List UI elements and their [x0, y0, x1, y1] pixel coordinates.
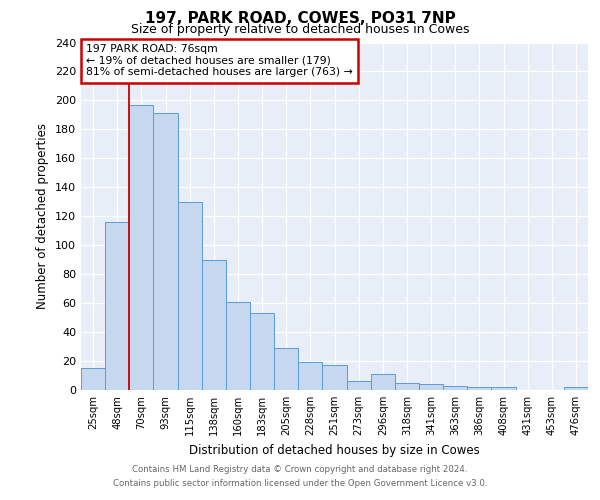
X-axis label: Distribution of detached houses by size in Cowes: Distribution of detached houses by size … [189, 444, 480, 456]
Bar [202, 260, 226, 390]
Bar [371, 374, 395, 390]
Bar [298, 362, 322, 390]
Bar [129, 105, 154, 390]
Bar [250, 314, 274, 390]
Bar [322, 366, 347, 390]
Bar [467, 387, 491, 390]
Bar [105, 222, 129, 390]
Bar [395, 383, 419, 390]
Bar [226, 302, 250, 390]
Bar [274, 348, 298, 390]
Y-axis label: Number of detached properties: Number of detached properties [37, 123, 49, 309]
Bar [154, 114, 178, 390]
Text: 197 PARK ROAD: 76sqm
← 19% of detached houses are smaller (179)
81% of semi-deta: 197 PARK ROAD: 76sqm ← 19% of detached h… [86, 44, 353, 78]
Text: Contains HM Land Registry data © Crown copyright and database right 2024.
Contai: Contains HM Land Registry data © Crown c… [113, 466, 487, 487]
Bar [491, 387, 515, 390]
Bar [443, 386, 467, 390]
Text: Size of property relative to detached houses in Cowes: Size of property relative to detached ho… [131, 22, 469, 36]
Bar [347, 382, 371, 390]
Text: 197, PARK ROAD, COWES, PO31 7NP: 197, PARK ROAD, COWES, PO31 7NP [145, 11, 455, 26]
Bar [81, 368, 105, 390]
Bar [178, 202, 202, 390]
Bar [564, 387, 588, 390]
Bar [419, 384, 443, 390]
